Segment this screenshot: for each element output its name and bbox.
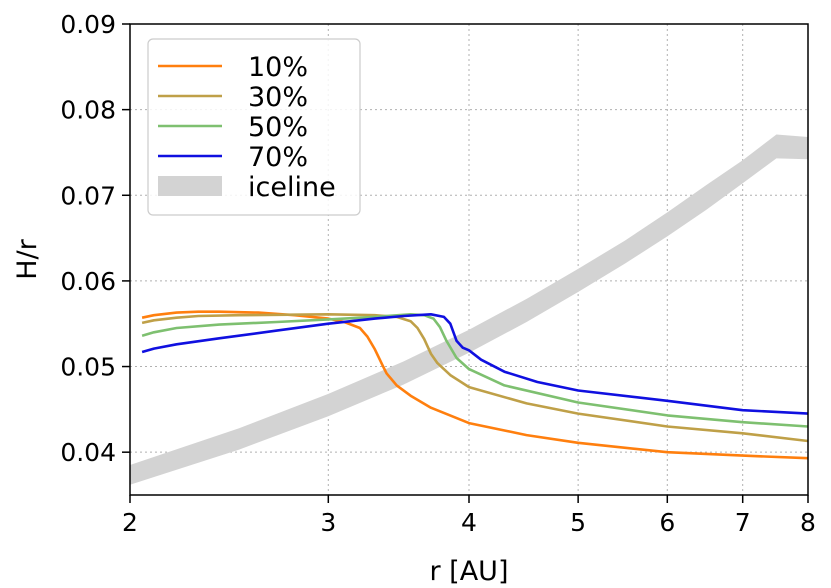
series-line-50pct (141, 312, 808, 428)
legend: 10%30%50%70%iceline (147, 38, 361, 216)
legend-label: 70% (248, 142, 308, 173)
line-layer (141, 310, 808, 460)
x-axis-label: r [AU] (430, 556, 509, 587)
x-tick-label: 5 (570, 508, 586, 537)
y-tick-label: 0.05 (60, 353, 116, 382)
iceline-band (130, 134, 808, 485)
legend-box (147, 38, 361, 216)
x-tick-label: 3 (320, 508, 336, 537)
y-axis-label: H/r (12, 238, 43, 279)
tick-layer: 2 3 4 5 6 7 8 0.04 0.05 0.06 0.07 0.08 0.09 (60, 10, 816, 537)
x-tick-label: 6 (659, 508, 675, 537)
legend-label: 50% (248, 112, 308, 143)
legend-items: 10%30%50%70%iceline (158, 52, 336, 203)
legend-swatch-iceline (158, 176, 222, 196)
legend-label: iceline (248, 172, 336, 203)
series-line-70pct (141, 312, 808, 415)
y-tick-label: 0.07 (60, 181, 116, 210)
x-tick-label: 8 (800, 508, 816, 537)
y-tick-label: 0.08 (60, 96, 116, 125)
band-layer (130, 134, 808, 485)
series-line-10pct (141, 310, 808, 460)
x-tick-label: 4 (461, 508, 477, 537)
x-tick-label: 7 (735, 508, 751, 537)
series-line-30pct (141, 312, 808, 443)
legend-label: 30% (248, 82, 308, 113)
y-tick-label: 0.04 (60, 438, 116, 467)
legend-label: 10% (248, 52, 308, 83)
y-tick-label: 0.09 (60, 10, 116, 39)
y-tick-label: 0.06 (60, 267, 116, 296)
x-tick-label: 2 (122, 508, 138, 537)
